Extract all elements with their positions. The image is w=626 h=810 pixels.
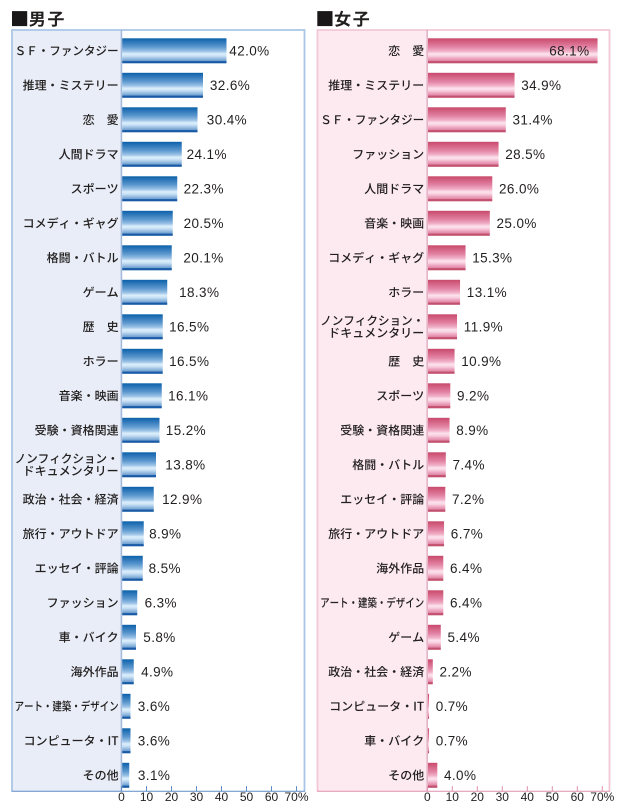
svg-text:30.4%: 30.4% [207, 113, 247, 128]
svg-text:20: 20 [165, 790, 179, 804]
svg-text:16.1%: 16.1% [168, 389, 208, 404]
svg-text:50: 50 [546, 790, 560, 804]
svg-text:24.1%: 24.1% [187, 147, 227, 162]
svg-text:2.2%: 2.2% [440, 665, 472, 680]
svg-text:18.3%: 18.3% [179, 285, 219, 300]
svg-text:70%: 70% [284, 790, 308, 804]
svg-text:40: 40 [521, 790, 535, 804]
svg-text:6.4%: 6.4% [450, 596, 482, 611]
svg-text:8.9%: 8.9% [456, 423, 488, 438]
svg-text:50: 50 [240, 790, 254, 804]
svg-text:22.3%: 22.3% [184, 182, 224, 197]
svg-text:30: 30 [190, 790, 204, 804]
svg-text:16.5%: 16.5% [169, 320, 209, 335]
svg-text:0.7%: 0.7% [436, 734, 468, 749]
svg-text:20.5%: 20.5% [184, 216, 224, 231]
svg-text:8.9%: 8.9% [149, 527, 181, 542]
svg-text:32.6%: 32.6% [210, 78, 250, 93]
svg-text:26.0%: 26.0% [499, 182, 539, 197]
svg-text:0: 0 [118, 790, 125, 804]
svg-text:8.5%: 8.5% [149, 561, 181, 576]
svg-text:60: 60 [265, 790, 279, 804]
svg-text:3.1%: 3.1% [138, 768, 170, 783]
svg-text:42.0%: 42.0% [229, 44, 269, 59]
svg-text:11.9%: 11.9% [464, 320, 503, 335]
svg-text:16.5%: 16.5% [169, 354, 209, 369]
svg-text:34.9%: 34.9% [521, 78, 561, 93]
svg-text:20.1%: 20.1% [183, 251, 223, 266]
svg-text:5.8%: 5.8% [143, 630, 175, 645]
svg-text:10.9%: 10.9% [461, 354, 501, 369]
svg-text:28.5%: 28.5% [505, 147, 545, 162]
svg-text:4.9%: 4.9% [141, 665, 173, 680]
svg-text:0.7%: 0.7% [436, 699, 468, 714]
svg-text:20: 20 [471, 790, 485, 804]
svg-text:70%: 70% [590, 790, 614, 804]
svg-text:15.3%: 15.3% [472, 251, 512, 266]
svg-text:30: 30 [496, 790, 510, 804]
svg-text:6.3%: 6.3% [145, 596, 177, 611]
svg-text:5.4%: 5.4% [448, 630, 480, 645]
svg-text:7.2%: 7.2% [452, 492, 484, 507]
svg-text:13.1%: 13.1% [467, 285, 507, 300]
svg-text:4.0%: 4.0% [444, 768, 476, 783]
svg-text:31.4%: 31.4% [513, 113, 553, 128]
svg-text:10: 10 [446, 790, 460, 804]
svg-text:7.4%: 7.4% [453, 458, 485, 473]
svg-text:6.7%: 6.7% [451, 527, 483, 542]
svg-text:25.0%: 25.0% [497, 216, 537, 231]
svg-text:10: 10 [140, 790, 154, 804]
svg-text:40: 40 [215, 790, 229, 804]
svg-text:12.9%: 12.9% [162, 492, 202, 507]
svg-text:0: 0 [424, 790, 431, 804]
svg-text:15.2%: 15.2% [166, 423, 206, 438]
svg-text:13.8%: 13.8% [165, 458, 205, 473]
svg-text:60: 60 [571, 790, 585, 804]
svg-text:6.4%: 6.4% [450, 561, 482, 576]
svg-text:3.6%: 3.6% [138, 734, 170, 749]
svg-text:3.6%: 3.6% [138, 699, 170, 714]
svg-text:9.2%: 9.2% [457, 389, 489, 404]
svg-text:68.1%: 68.1% [549, 44, 589, 59]
